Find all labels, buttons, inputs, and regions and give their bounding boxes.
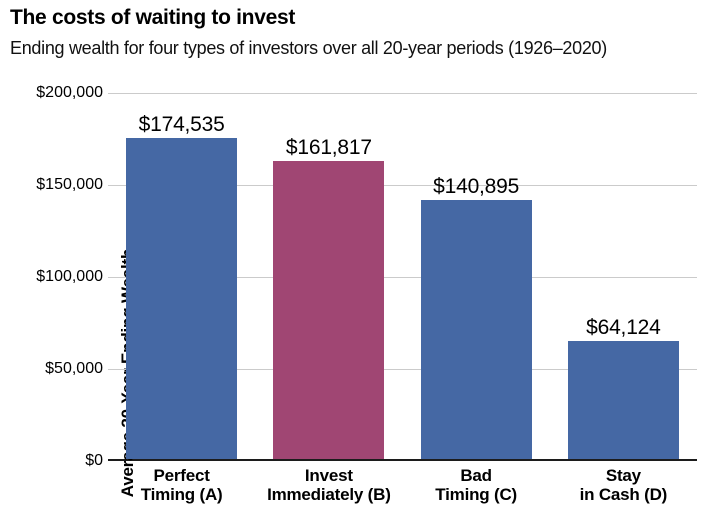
bar-value-label: $64,124 [586,316,661,339]
chart-subtitle: Ending wealth for four types of investor… [10,38,607,58]
y-tick-label: $100,000 [36,268,103,285]
bar-value-label: $140,895 [433,174,520,198]
y-tick-label: $0 [85,452,103,469]
bar-3 [420,199,532,459]
y-tick-label: $150,000 [36,176,103,193]
gridline [108,185,697,186]
bar-1 [126,137,238,459]
gridline [108,93,697,94]
chart-title: The costs of waiting to invest [10,6,296,29]
bar-4 [567,341,679,459]
x-tick-label: Bad Timing (C) [435,466,517,504]
x-tick-label: Perfect Timing (A) [140,466,223,504]
bar-value-label: $174,535 [138,112,225,136]
gridline [108,369,697,370]
bar-value-label: $161,817 [285,136,372,160]
gridline [108,277,697,278]
x-tick-label: Stay in Cash (D) [579,466,668,504]
x-tick-label: Invest Immediately (B) [267,466,391,504]
bar-2 [273,161,385,459]
y-tick-label: $50,000 [45,360,103,377]
y-axis-tick-labels: $0 $50,000 $100,000 $150,000 $200,000 [0,0,103,521]
plot-area: Average 20-Year Ending Wealth $174,535$1… [108,93,697,497]
x-axis-tick-labels: Perfect Timing (A) Invest Immediately (B)… [0,466,712,512]
y-tick-label: $200,000 [36,84,103,101]
